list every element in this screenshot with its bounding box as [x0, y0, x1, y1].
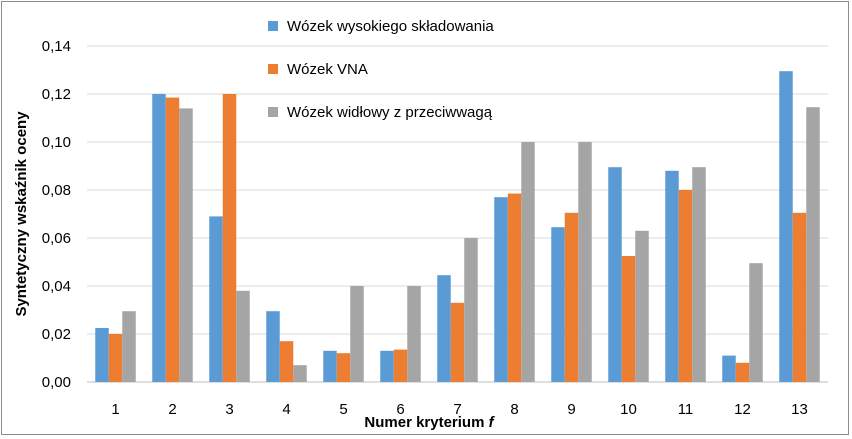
x-tick-label: 9: [567, 401, 575, 418]
bar: [692, 167, 706, 382]
bar: [665, 170, 679, 382]
x-tick-label: 10: [620, 401, 637, 418]
bar: [380, 350, 394, 382]
x-tick-label: 2: [168, 401, 176, 418]
bar: [464, 238, 478, 382]
bar: [722, 355, 736, 382]
legend-swatch: [268, 21, 278, 31]
legend: Wózek wysokiego składowania Wózek VNA Wóze…: [268, 18, 494, 121]
y-tick-label: 0,02: [42, 326, 71, 343]
bar: [279, 341, 294, 382]
bar: [209, 216, 223, 382]
bar: [122, 311, 136, 382]
bar: [236, 290, 250, 382]
bar: [621, 256, 636, 382]
y-tick-label: 0,08: [42, 182, 71, 199]
bar: [735, 362, 750, 382]
bar: [521, 142, 535, 382]
x-axis-title-label: Numer kryterium: [364, 414, 484, 431]
x-tick-label: 8: [510, 401, 518, 418]
y-tick-label: 0,14: [42, 38, 71, 55]
bar: [179, 108, 193, 383]
bar: [678, 190, 693, 382]
bar: [551, 227, 565, 382]
x-axis-title-symbol: f: [489, 414, 496, 431]
bar: [806, 107, 820, 382]
y-tick-label: 0,00: [42, 374, 71, 391]
bar: [578, 142, 592, 382]
bar: [792, 212, 807, 382]
legend-label: Wózek widłowy z przeciwwagą: [287, 104, 493, 121]
bar: [350, 286, 364, 382]
legend-label: Wózek wysokiego składowania: [287, 18, 494, 35]
bar: [323, 350, 337, 382]
bar: [165, 97, 180, 382]
bar: [564, 212, 579, 382]
y-tick-label: 0,06: [42, 230, 71, 247]
bar: [779, 71, 793, 382]
bar: [95, 328, 109, 382]
bar: [437, 275, 451, 382]
bar: [635, 230, 649, 382]
x-tick-label: 5: [339, 401, 347, 418]
x-tick-label: 11: [678, 401, 694, 418]
bar: [494, 197, 508, 382]
x-tick-label: 6: [396, 401, 404, 418]
x-axis-title: Numer kryterium f: [364, 414, 495, 431]
bar: [293, 365, 307, 382]
bar: [608, 167, 622, 382]
bar: [336, 353, 351, 382]
y-tick-labels: 0,00 0,02 0,04 0,06 0,08 0,10 0,12 0,14: [42, 38, 71, 391]
bar: [108, 334, 123, 382]
y-tick-label: 0,04: [42, 278, 71, 295]
bar: [393, 349, 408, 382]
x-tick-label: 12: [734, 401, 751, 418]
x-tick-labels: 1 2 3 4 5 6 7 8 9 10 11 12 13: [111, 401, 808, 418]
bar: [222, 94, 237, 382]
bar: [749, 263, 763, 382]
bar: [450, 302, 465, 382]
legend-swatch: [268, 107, 278, 117]
bar: [407, 286, 421, 382]
y-axis-title: Syntetyczny wskaźnik oceny: [13, 111, 30, 317]
x-tick-label: 7: [453, 401, 461, 418]
y-tick-label: 0,12: [42, 86, 71, 103]
y-tick-label: 0,10: [42, 134, 71, 151]
x-tick-label: 4: [282, 401, 290, 418]
x-tick-label: 3: [225, 401, 233, 418]
bar: [152, 94, 166, 382]
legend-swatch: [268, 64, 278, 74]
x-tick-label: 13: [791, 401, 808, 418]
bar: [266, 311, 280, 382]
x-tick-label: 1: [111, 401, 119, 418]
bar: [507, 193, 522, 382]
bars: [95, 71, 820, 383]
legend-label: Wózek VNA: [287, 61, 368, 78]
